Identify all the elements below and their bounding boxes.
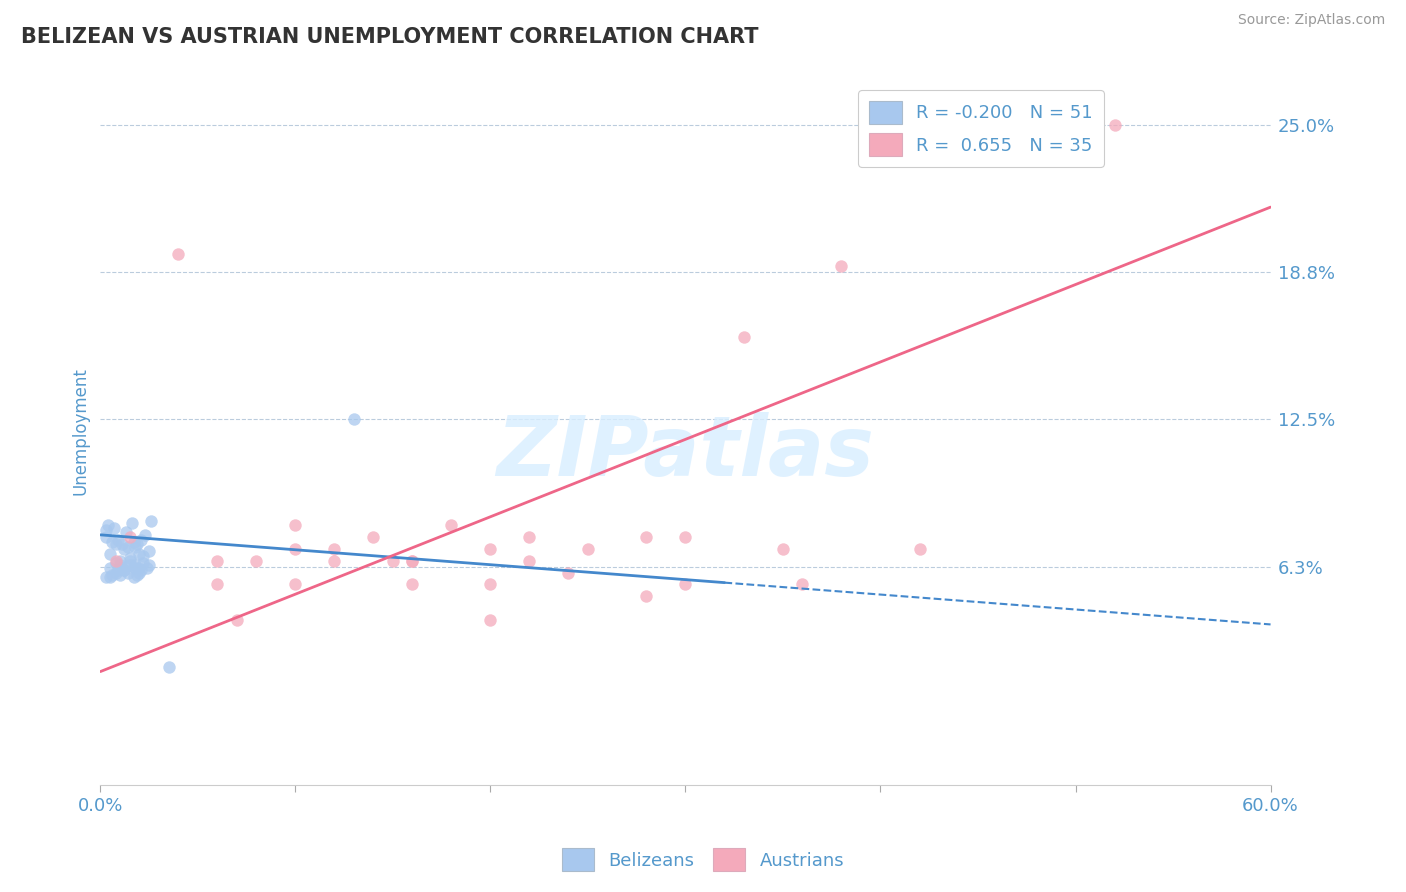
Point: [207, 554, 229, 568]
Point: [127, 568, 149, 582]
Point: [284, 518, 307, 533]
Point: [138, 558, 160, 573]
Point: [124, 558, 146, 573]
Point: [118, 530, 141, 544]
Text: BELIZEAN VS AUSTRIAN UNEMPLOYMENT CORRELATION CHART: BELIZEAN VS AUSTRIAN UNEMPLOYMENT CORREL…: [21, 27, 759, 46]
Point: [792, 577, 814, 591]
Point: [139, 514, 162, 528]
Point: [118, 551, 141, 566]
Point: [132, 556, 155, 570]
Point: [479, 613, 502, 627]
Point: [107, 563, 129, 577]
Point: [343, 412, 366, 426]
Point: [108, 568, 131, 582]
Point: [733, 330, 755, 344]
Point: [98, 570, 121, 584]
Y-axis label: Unemployment: Unemployment: [72, 368, 89, 495]
Point: [98, 547, 121, 561]
Text: Source: ZipAtlas.com: Source: ZipAtlas.com: [1237, 13, 1385, 28]
Point: [207, 577, 229, 591]
Point: [96, 523, 118, 537]
Point: [323, 541, 346, 556]
Point: [117, 566, 139, 580]
Point: [107, 533, 129, 547]
Point: [111, 537, 134, 551]
Legend: Belizeans, Austrians: Belizeans, Austrians: [554, 841, 852, 879]
Text: ZIPatlas: ZIPatlas: [496, 412, 875, 492]
Point: [284, 577, 307, 591]
Point: [157, 660, 180, 674]
Point: [132, 549, 155, 563]
Point: [128, 547, 150, 561]
Point: [118, 554, 141, 568]
Point: [245, 554, 267, 568]
Point: [576, 541, 599, 556]
Point: [112, 541, 135, 556]
Point: [96, 570, 118, 584]
Point: [440, 518, 463, 533]
Point: [128, 561, 150, 575]
Point: [138, 544, 160, 558]
Point: [136, 561, 159, 575]
Point: [98, 561, 121, 575]
Point: [284, 541, 307, 556]
Point: [108, 554, 131, 568]
Point: [104, 537, 127, 551]
Point: [636, 530, 658, 544]
Point: [101, 568, 124, 582]
Point: [134, 528, 156, 542]
Point: [122, 570, 145, 584]
Point: [636, 589, 658, 603]
Point: [131, 533, 153, 547]
Point: [97, 518, 120, 533]
Point: [519, 554, 541, 568]
Point: [96, 530, 118, 544]
Point: [131, 563, 153, 577]
Point: [675, 530, 697, 544]
Point: [675, 577, 697, 591]
Point: [401, 554, 423, 568]
Point: [479, 541, 502, 556]
Point: [104, 554, 127, 568]
Legend: R = -0.200   N = 51, R =  0.655   N = 35: R = -0.200 N = 51, R = 0.655 N = 35: [858, 90, 1104, 167]
Point: [908, 541, 931, 556]
Point: [381, 554, 404, 568]
Point: [108, 558, 131, 573]
Point: [401, 554, 423, 568]
Point: [772, 541, 794, 556]
Point: [104, 556, 127, 570]
Point: [401, 577, 423, 591]
Point: [117, 540, 139, 554]
Point: [111, 561, 134, 575]
Point: [363, 530, 385, 544]
Point: [124, 540, 146, 554]
Point: [121, 516, 143, 530]
Point: [122, 535, 145, 549]
Point: [101, 535, 124, 549]
Point: [1104, 118, 1126, 132]
Point: [127, 537, 149, 551]
Point: [124, 561, 146, 575]
Point: [519, 530, 541, 544]
Point: [557, 566, 579, 580]
Point: [479, 577, 502, 591]
Point: [225, 613, 247, 627]
Point: [114, 525, 136, 540]
Point: [118, 558, 141, 573]
Point: [104, 566, 127, 580]
Point: [112, 563, 135, 577]
Point: [323, 554, 346, 568]
Point: [167, 247, 190, 261]
Point: [112, 563, 135, 577]
Point: [128, 566, 150, 580]
Point: [103, 521, 125, 535]
Point: [830, 259, 852, 273]
